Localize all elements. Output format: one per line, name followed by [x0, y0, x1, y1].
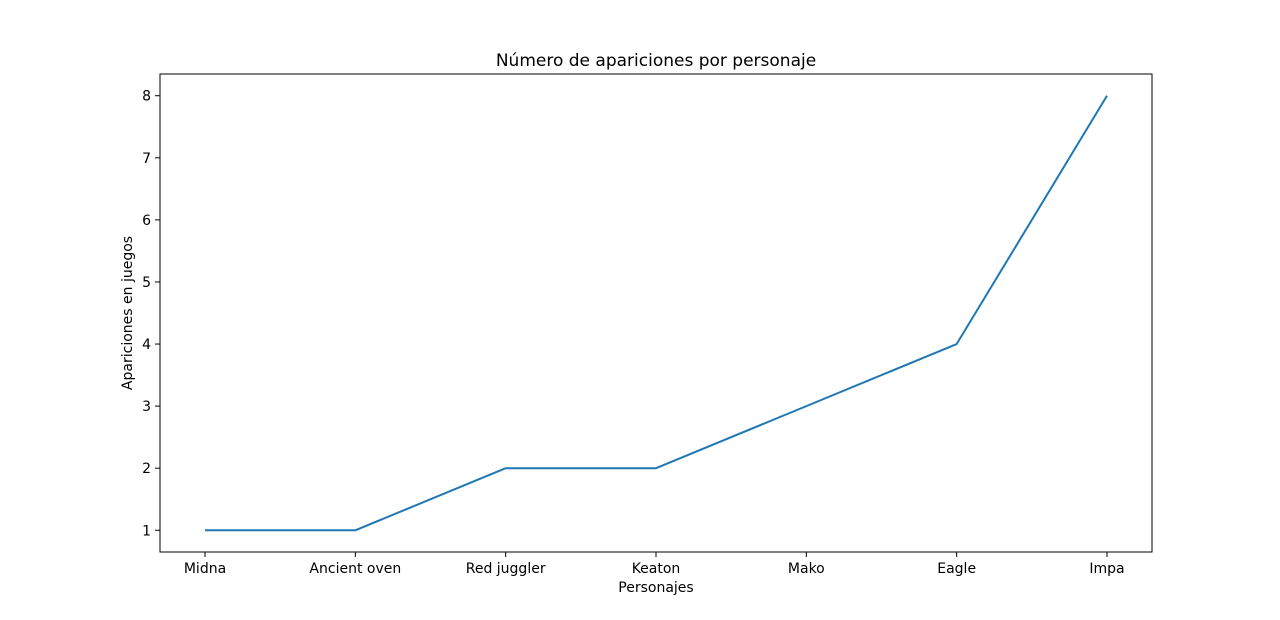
y-tick-label: 6	[142, 213, 151, 229]
x-tick-label: Midna	[184, 561, 226, 577]
y-tick-label: 2	[142, 461, 151, 477]
x-tick-label: Impa	[1089, 561, 1124, 577]
x-tick-label: Keaton	[632, 561, 681, 577]
x-tick-label: Ancient oven	[309, 561, 401, 577]
y-tick-label: 4	[142, 337, 151, 353]
x-axis-label: Personajes	[618, 580, 693, 596]
x-tick-label: Red juggler	[466, 561, 546, 577]
x-tick-label: Eagle	[937, 561, 976, 577]
y-axis-ticks: 1 2 3 4 5 6 7 8	[142, 89, 160, 539]
y-tick-label: 5	[142, 275, 151, 291]
y-tick-label: 8	[142, 89, 151, 105]
y-tick-label: 7	[142, 151, 151, 167]
series-line-group	[204, 95, 1108, 532]
chart-title: Número de apariciones por personaje	[496, 51, 816, 71]
x-tick-label: Mako	[788, 561, 825, 577]
y-axis-label: Apariciones en juegos	[120, 236, 136, 390]
y-tick-label: 1	[142, 523, 151, 539]
x-axis-ticks: Midna Ancient oven Red juggler Keaton Mako Ea…	[184, 552, 1125, 577]
y-tick-label: 3	[142, 399, 151, 415]
